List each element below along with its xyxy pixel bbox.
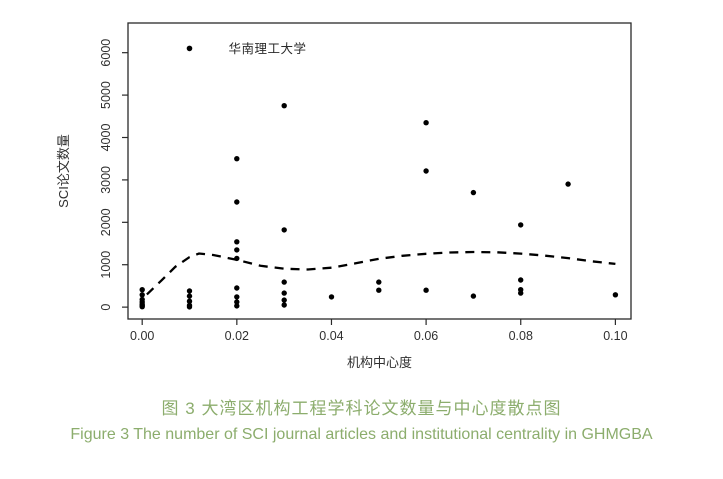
data-point [234,299,240,305]
data-point [139,304,145,310]
trend-dashed-line [146,250,616,296]
data-point [234,247,240,253]
plot-border [127,22,632,320]
data-point [186,288,193,294]
data-point [423,168,429,174]
data-point [423,120,429,126]
data-point [281,103,287,109]
data-point [186,298,193,304]
x-tick-label: 0.04 [319,329,343,343]
data-point [234,294,240,300]
caption-chinese: 图 3 大湾区机构工程学科论文数量与中心度散点图 [161,399,562,418]
data-point [234,303,240,309]
data-point [234,285,240,291]
data-point [234,199,240,205]
data-point [139,287,145,293]
data-point [376,287,382,293]
data-point [281,302,287,308]
y-tick-label: 3000 [99,166,113,194]
data-point [281,297,287,303]
x-tick-label: 0.06 [414,329,438,343]
data-point [470,189,477,196]
data-point [518,222,524,228]
y-tick-label: 5000 [99,81,113,109]
labeled-data-point [186,45,193,52]
scatter-plot: 0.00 0.02 0.04 0.06 0.08 0.10 0 1000 2000 3000 400… [56,22,632,370]
data-point [423,287,429,293]
data-point [376,279,382,285]
x-tick-label: 0.08 [509,329,533,343]
data-point [281,279,287,285]
y-tick-label: 0 [99,304,113,311]
data-point [234,239,240,245]
y-tick-label: 1000 [99,251,113,279]
data-point [518,290,524,296]
caption-english: Figure 3 The number of SCI journal artic… [70,426,653,443]
y-tick-label: 4000 [99,124,113,152]
x-tick-label: 0.02 [225,329,249,343]
data-point [234,255,240,262]
data-point [470,293,477,299]
data-point [139,292,145,298]
x-tick-label: 0.10 [603,329,627,343]
data-point [281,290,287,296]
data-point [281,227,287,233]
data-point [186,304,193,310]
point-label: 华南理工大学 [229,41,307,56]
data-point [565,181,571,187]
data-point [328,294,335,300]
data-point [518,277,524,283]
data-point [234,156,240,162]
x-tick-label: 0.00 [130,329,154,343]
data-point [186,293,193,299]
y-tick-label: 2000 [99,208,113,236]
y-tick-label: 6000 [99,39,113,67]
y-axis-title: SCI论文数量 [56,134,71,208]
data-point [612,292,619,298]
x-axis-title: 机构中心度 [347,355,412,370]
figure-captions: 图 3 大湾区机构工程学科论文数量与中心度散点图 Figure 3 The nu… [0,396,723,448]
